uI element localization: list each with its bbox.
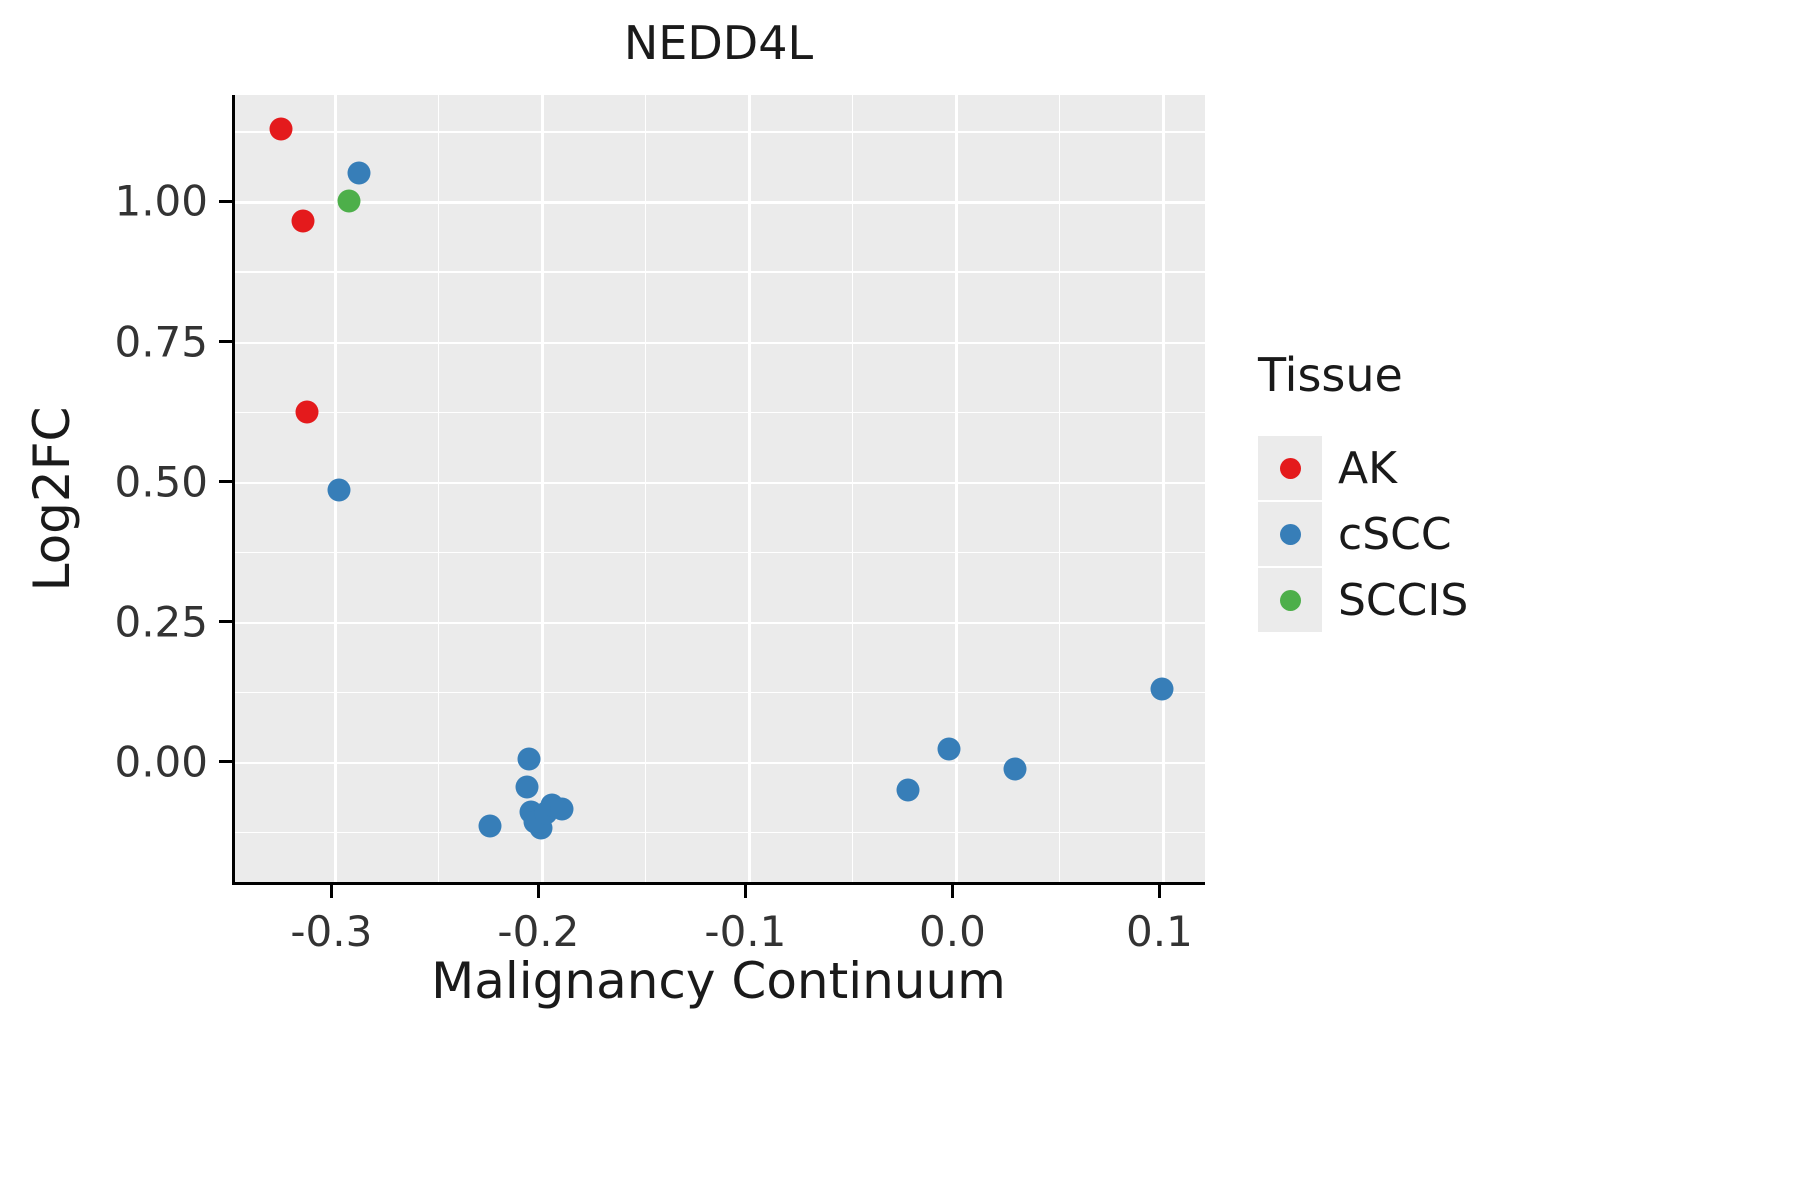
major-gridline [235,201,1205,204]
major-gridline [748,95,751,882]
legend-dot-icon [1279,589,1301,611]
legend-key [1258,436,1322,500]
legend-key [1258,502,1322,566]
x-tick-mark [329,885,333,898]
major-gridline [235,341,1205,345]
data-point [517,747,541,771]
legend-dot-icon [1279,523,1301,545]
legend-entry-label: SCCIS [1338,574,1469,626]
y-tick-label: 0.25 [114,597,208,647]
data-point [550,797,574,821]
y-tick-mark [219,760,232,764]
minor-gridline [235,551,1205,553]
y-tick-mark [219,340,232,344]
y-tick-label: 0.75 [114,317,208,367]
minor-gridline [235,691,1205,693]
x-tick-mark [1157,885,1161,898]
data-point [295,400,319,424]
x-tick-mark [950,885,954,898]
minor-gridline [235,131,1205,133]
data-point [515,775,539,799]
y-axis-label: Log2FC [23,406,81,592]
data-point [269,117,293,141]
major-gridline [235,761,1205,765]
plot-panel [232,95,1205,885]
legend: Tissue AK cSCC SCCIS [1258,348,1778,634]
data-point [327,478,350,502]
minor-gridline [437,95,440,882]
legend-entry: SCCIS [1258,568,1778,632]
major-gridline [235,621,1205,625]
minor-gridline [1058,95,1061,882]
x-tick-mark [536,885,540,898]
minor-gridline [235,271,1205,273]
legend-entry: AK [1258,436,1778,500]
y-tick-mark [219,620,232,624]
plot-title: NEDD4L [623,16,814,70]
minor-gridline [235,831,1205,834]
legend-entry-label: cSCC [1338,508,1452,560]
minor-gridline [851,95,854,882]
data-point [291,209,315,233]
y-tick-label: 0.00 [114,737,208,787]
x-tick-mark [743,885,747,898]
legend-title: Tissue [1258,348,1403,402]
legend-entry: cSCC [1258,502,1778,566]
legend-key [1258,568,1322,632]
major-gridline [235,481,1205,485]
data-point [478,814,502,838]
data-point [937,737,961,761]
minor-gridline [644,95,647,882]
x-tick-label: -0.3 [290,907,373,956]
data-point [1003,757,1027,781]
data-point [896,778,920,802]
data-point [1150,677,1174,701]
x-axis-label: Malignancy Continuum [431,952,1006,1010]
y-tick-label: 0.50 [114,457,208,507]
y-tick-label: 1.00 [114,176,208,226]
y-tick-mark [219,480,232,484]
x-tick-label: 0.1 [1126,907,1193,956]
y-tick-mark [219,199,232,203]
minor-gridline [235,411,1205,413]
x-tick-label: 0.0 [919,907,986,956]
major-gridline [955,95,958,882]
major-gridline [541,95,544,882]
legend-dot-icon [1279,457,1301,479]
data-point [347,161,371,185]
legend-entries: AK cSCC SCCIS [1258,436,1778,632]
data-point [337,189,361,213]
x-tick-label: -0.2 [497,907,580,956]
legend-entry-label: AK [1338,442,1397,494]
x-tick-label: -0.1 [704,907,787,956]
major-gridline [1162,95,1165,882]
